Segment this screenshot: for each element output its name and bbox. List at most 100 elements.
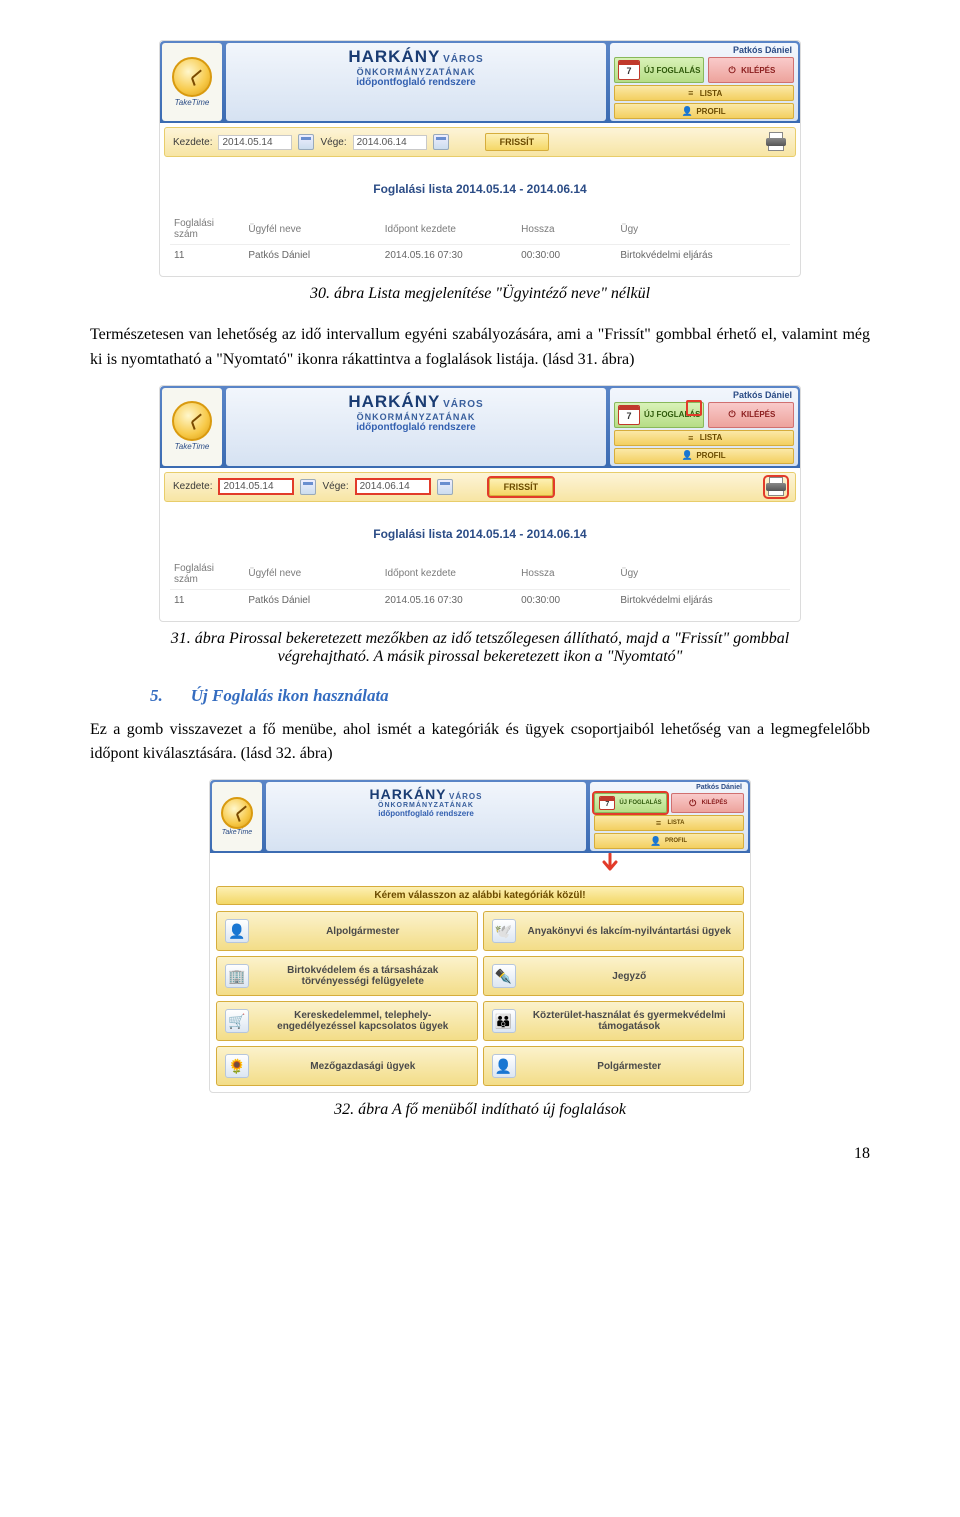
profile-icon: 👤 [682,106,692,116]
clock-icon [172,57,212,97]
category-alpolgarmester[interactable]: 👤Alpolgármester [216,911,478,951]
calendar-icon: 7 [599,796,615,810]
end-date-input[interactable]: 2014.06.14 [355,478,431,495]
building-icon: 🏢 [225,964,249,988]
calendar-picker-icon[interactable] [300,479,316,495]
logout-button[interactable]: ⏻ KILÉPÉS [708,57,794,83]
brand-city: VÁROS [443,399,484,410]
category-anyakonyvi[interactable]: 🕊️Anyakönyvi és lakcím-nyilvántartási üg… [483,911,745,951]
category-prompt: Kérem válasszon az alábbi kategóriák köz… [216,886,744,905]
figure-31-caption: 31. ábra Pirossal bekeretezett mezőkben … [130,630,830,666]
stork-icon: 🕊️ [492,919,516,943]
category-area: Kérem válasszon az alábbi kategóriák köz… [210,880,750,1092]
date-toolbar: Kezdete: 2014.05.14 Vége: 2014.06.14 FRI… [164,127,796,157]
refresh-button[interactable]: FRISSÍT [485,133,550,151]
cart-icon: 🛒 [225,1009,249,1033]
booking-list: Foglalási lista 2014.05.14 - 2014.06.14 … [160,506,800,621]
clock-icon [221,797,253,829]
profile-icon: 👤 [651,836,661,846]
category-jegyzo[interactable]: ✒️Jegyző [483,956,745,996]
logo-clock: TakeTime [162,388,222,466]
col-len: Hossza [517,214,616,245]
brand-city: VÁROS [443,54,484,65]
print-button[interactable] [765,132,787,152]
start-label: Kezdete: [173,481,212,492]
power-icon: ⏻ [688,798,698,808]
arrow-annotation [470,851,750,878]
logo-clock: TakeTime [212,782,262,851]
start-date-input[interactable]: 2014.05.14 [218,135,292,150]
app-header: TakeTime HARKÁNY VÁROS ÖNKORMÁNYZATÁNAK … [160,41,800,123]
refresh-button[interactable]: FRISSÍT [489,478,554,496]
new-booking-button[interactable]: 7 ÚJ FOGLALÁS [594,793,667,813]
person-icon: 👤 [225,919,249,943]
taketime-label: TakeTime [222,829,252,836]
new-booking-button[interactable]: 7 ÚJ FOGLALÁS [614,57,704,83]
calendar-icon: 7 [618,405,640,425]
list-title: Foglalási lista 2014.05.14 - 2014.06.14 [170,182,790,196]
logout-label: KILÉPÉS [741,66,775,75]
table-row[interactable]: 11 Patkós Dániel 2014.05.16 07:30 00:30:… [170,245,790,267]
brand-sub: ÖNKORMÁNYZATÁNAK [226,67,606,77]
col-start: Időpont kezdete [381,214,517,245]
calendar-picker-icon[interactable] [437,479,453,495]
sunflower-icon: 🌻 [225,1054,249,1078]
profile-button[interactable]: 👤PROFIL [594,833,744,849]
list-label: LISTA [700,89,723,98]
screenshot-30: TakeTime HARKÁNY VÁROS ÖNKORMÁNYZATÁNAK … [159,40,801,277]
list-icon: ≡ [686,433,696,443]
brand-box: HARKÁNY VÁROS ÖNKORMÁNYZATÁNAK időpontfo… [266,782,586,851]
page-number: 18 [90,1145,870,1163]
app-header: TakeTime HARKÁNY VÁROS ÖNKORMÁNYZATÁNAK … [160,386,800,468]
category-mezogazdasag[interactable]: 🌻Mezőgazdasági ügyek [216,1046,478,1086]
profile-button[interactable]: 👤PROFIL [614,448,794,464]
category-kozterulet[interactable]: 👪Közterület-használat és gyermekvédelmi … [483,1001,745,1041]
table-row[interactable]: 11 Patkós Dániel 2014.05.16 07:30 00:30:… [170,589,790,611]
category-birtokvedelem[interactable]: 🏢Birtokvédelem és a társasházak törvénye… [216,956,478,996]
figure-30-caption: 30. ábra Lista megjelenítése "Ügyintéző … [90,285,870,303]
booking-table: Foglalási szám Ügyfél neve Időpont kezde… [170,559,790,611]
list-button[interactable]: ≡LISTA [594,815,744,831]
person-icon: 👤 [492,1054,516,1078]
brand-system: időpontfoglaló rendszere [226,422,606,433]
logout-button[interactable]: ⏻ KILÉPÉS [708,402,794,428]
print-button[interactable] [765,477,787,497]
brand-box: HARKÁNY VÁROS ÖNKORMÁNYZATÁNAK időpontfo… [226,43,606,121]
brand-box: HARKÁNY VÁROS ÖNKORMÁNYZATÁNAK időpontfo… [226,388,606,466]
category-kereskedelem[interactable]: 🛒Kereskedelemmel, telephely-engedélyezés… [216,1001,478,1041]
brand-system: időpontfoglaló rendszere [226,77,606,88]
end-label: Vége: [322,481,348,492]
list-button[interactable]: ≡ LISTA [614,85,794,101]
new-booking-button[interactable]: 7 ÚJ FOGLALÁS [614,402,704,428]
category-grid: 👤Alpolgármester 🕊️Anyakönyvi és lakcím-n… [216,911,744,1086]
calendar-icon: 7 [618,60,640,80]
section-5-heading: 5. Új Foglalás ikon használata [150,686,870,706]
arrow-down-icon [598,851,622,875]
brand-main: HARKÁNY [348,47,440,66]
screenshot-31: TakeTime HARKÁNY VÁROS ÖNKORMÁNYZATÁNAK … [159,385,801,622]
taketime-label: TakeTime [171,441,214,452]
brand-main: HARKÁNY [348,392,440,411]
category-polgarmester[interactable]: 👤Polgármester [483,1046,745,1086]
booking-list: Foglalási lista 2014.05.14 - 2014.06.14 … [160,161,800,276]
section-title: Új Foglalás ikon használata [191,686,389,705]
clock-icon [172,401,212,441]
pen-icon: ✒️ [492,964,516,988]
profile-button[interactable]: 👤 PROFIL [614,103,794,119]
list-icon: ≡ [686,88,696,98]
col-client: Ügyfél neve [244,214,380,245]
end-date-input[interactable]: 2014.06.14 [353,135,427,150]
calendar-picker-icon[interactable] [298,134,314,150]
list-button[interactable]: ≡LISTA [614,430,794,446]
paragraph-1: Természetesen van lehetőség az idő inter… [90,323,870,373]
booking-table: Foglalási szám Ügyfél neve Időpont kezde… [170,214,790,266]
user-name: Patkós Dániel [614,390,794,400]
logout-button[interactable]: ⏻KILÉPÉS [671,793,744,813]
calendar-picker-icon[interactable] [433,134,449,150]
section-number: 5. [150,686,163,705]
screenshot-32: TakeTime HARKÁNY VÁROS ÖNKORMÁNYZATÁNAK … [209,779,751,1093]
profile-icon: 👤 [682,451,692,461]
user-panel: Patkós Dániel 7 ÚJ FOGLALÁS ⏻ KILÉPÉS ≡L… [610,388,798,466]
power-icon: ⏻ [727,410,737,420]
start-date-input[interactable]: 2014.05.14 [218,478,294,495]
